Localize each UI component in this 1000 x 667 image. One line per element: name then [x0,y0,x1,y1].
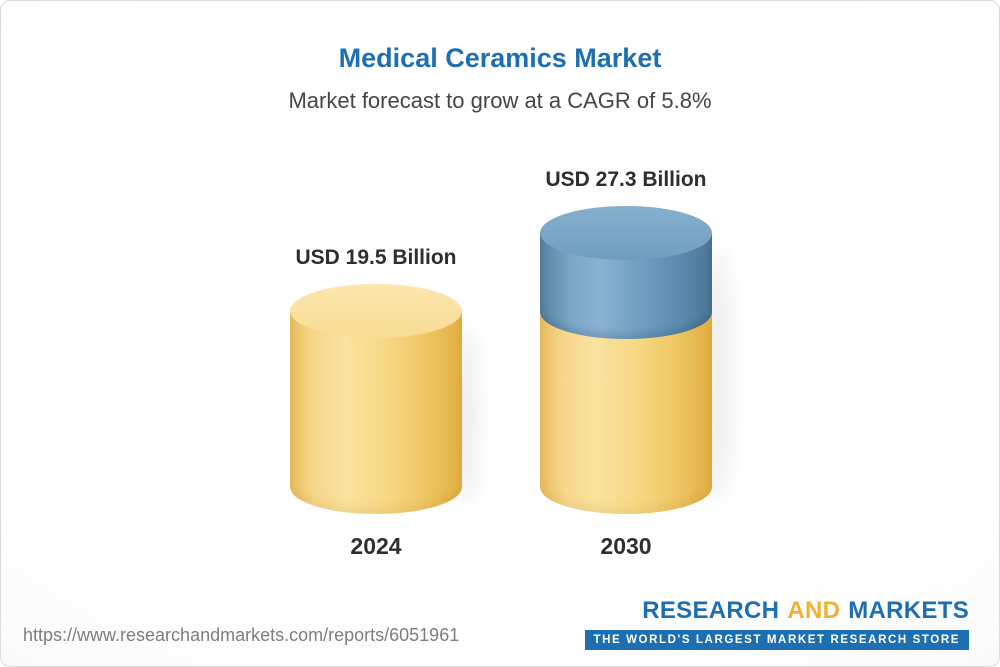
logo-word-and: AND [787,597,841,624]
logo-word-markets: MARKETS [848,597,969,624]
source-url: https://www.researchandmarkets.com/repor… [23,625,460,645]
cylinder-base-segment [290,311,462,514]
cylinder-top-ellipse [540,206,712,260]
cylinder-base-segment [540,311,712,514]
chart-subtitle: Market forecast to grow at a CAGR of 5.8… [288,88,712,113]
chart-title: Medical Ceramics Market [338,43,662,73]
value-label-2030: USD 27.3 Billion [545,168,707,191]
research-and-markets-logo: RESEARCH AND MARKETS THE WORLD'S LARGEST M… [584,597,970,650]
logo-word-research: RESEARCH [642,597,780,624]
category-label-2030: 2030 [600,533,652,559]
logo-wordmark: RESEARCH AND MARKETS [585,597,970,625]
cylinder-top-ellipse [290,284,462,338]
logo-tagline: THE WORLD'S LARGEST MARKET RESEARCH STOR… [584,630,969,650]
bar-2030-cylinder [540,206,712,514]
value-label-2024: USD 19.5 Billion [295,246,457,269]
cylinder-shadow-2030 [708,246,728,504]
bar-2024-cylinder [290,284,462,514]
category-label-2024: 2024 [350,533,402,559]
